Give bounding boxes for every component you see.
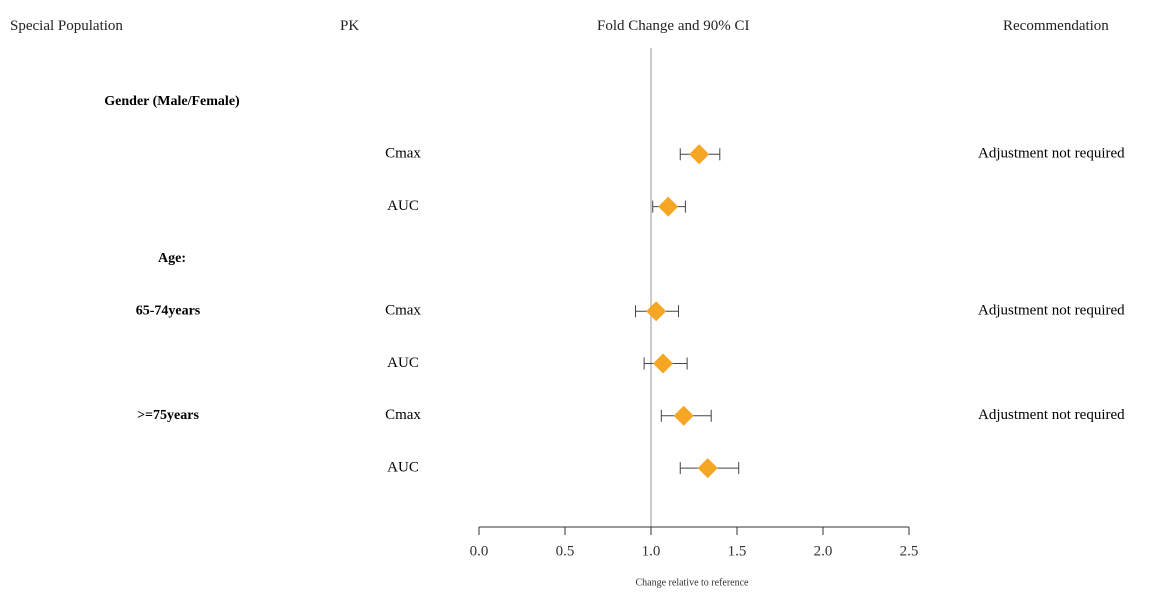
x-axis-label: Change relative to reference bbox=[636, 577, 750, 588]
header-fold-change: Fold Change and 90% CI bbox=[597, 18, 750, 34]
estimate-marker bbox=[697, 458, 718, 479]
recommendation-label: Adjustment not required bbox=[978, 407, 1125, 423]
pk-label: Cmax bbox=[385, 407, 421, 423]
x-tick-label: 1.5 bbox=[728, 543, 747, 559]
x-tick-label: 0.5 bbox=[556, 543, 575, 559]
pk-label: AUC bbox=[387, 198, 419, 214]
x-tick-label: 2.5 bbox=[900, 543, 919, 559]
group-label: Gender (Male/Female) bbox=[104, 94, 240, 109]
estimate-marker bbox=[653, 353, 674, 374]
group-label: Age: bbox=[158, 251, 186, 266]
estimate-marker bbox=[689, 144, 710, 165]
recommendation-label: Adjustment not required bbox=[978, 303, 1125, 319]
pk-label: Cmax bbox=[385, 303, 421, 319]
group-label: >=75years bbox=[137, 408, 199, 423]
recommendation-label: Adjustment not required bbox=[978, 146, 1125, 162]
pk-label: AUC bbox=[387, 460, 419, 476]
pk-label: Cmax bbox=[385, 146, 421, 162]
header-recommendation: Recommendation bbox=[1003, 18, 1109, 34]
x-tick-label: 2.0 bbox=[814, 543, 833, 559]
header-special-population: Special Population bbox=[10, 18, 123, 34]
pk-label: AUC bbox=[387, 355, 419, 371]
x-tick-label: 1.0 bbox=[642, 543, 661, 559]
header-pk: PK bbox=[340, 18, 360, 34]
x-tick-label: 0.0 bbox=[470, 543, 489, 559]
estimate-marker bbox=[658, 196, 679, 217]
estimate-marker bbox=[673, 405, 694, 426]
group-label: 65-74years bbox=[136, 303, 201, 318]
estimate-marker bbox=[646, 301, 667, 322]
